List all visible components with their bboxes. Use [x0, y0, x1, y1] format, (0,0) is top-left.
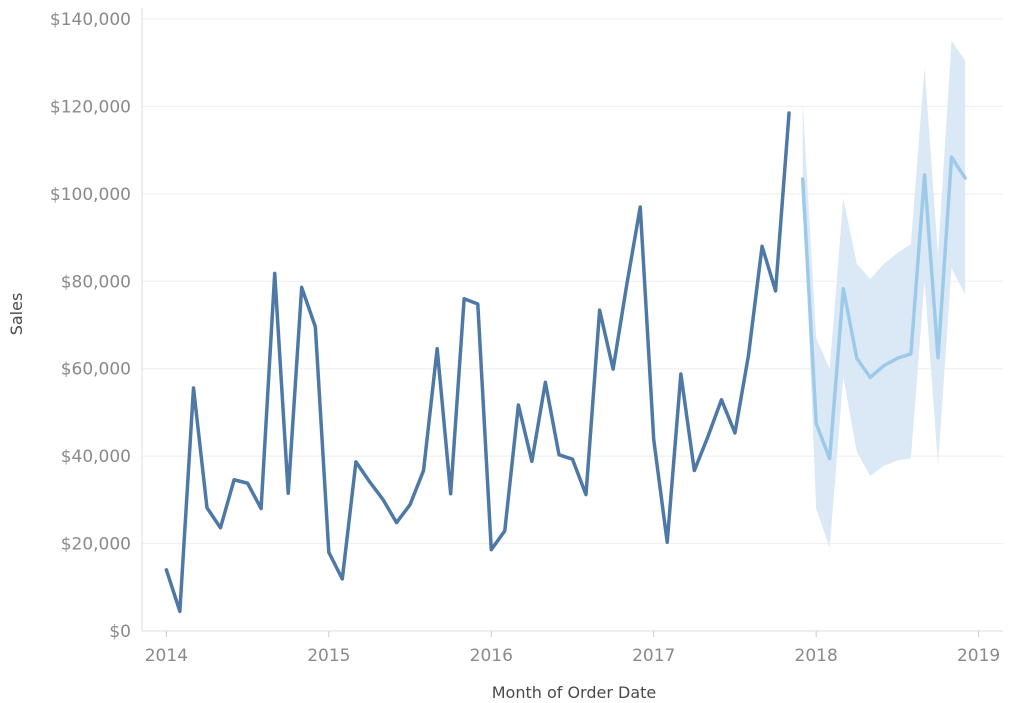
y-tick-label: $140,000: [50, 10, 131, 30]
y-tick-label: $0: [109, 622, 131, 642]
y-tick-label: $100,000: [50, 185, 131, 205]
x-tick-label: 2014: [145, 646, 188, 666]
x-tick-label: 2017: [632, 646, 675, 666]
y-tick-label: $40,000: [61, 447, 131, 467]
y-tick-label: $60,000: [61, 360, 131, 380]
forecast-band-layer: [802, 40, 966, 548]
axes: $0 $20,000 $40,000 $60,000 $80,000 $100,000 $1…: [50, 8, 1003, 666]
y-tick-label: $80,000: [61, 272, 131, 292]
forecast-prediction-band: [802, 40, 966, 548]
actual-sales-line: [164, 111, 791, 614]
x-axis-title: Month of Order Date: [492, 683, 657, 702]
y-tick-label: $20,000: [61, 535, 131, 555]
x-tick-label: 2015: [307, 646, 350, 666]
y-tick-label: $120,000: [50, 97, 131, 117]
x-tick-label: 2019: [957, 646, 1000, 666]
line-layer: [164, 111, 967, 614]
y-axis-title: Sales: [7, 293, 26, 336]
x-tick-label: 2016: [470, 646, 513, 666]
x-tick-label: 2018: [795, 646, 838, 666]
